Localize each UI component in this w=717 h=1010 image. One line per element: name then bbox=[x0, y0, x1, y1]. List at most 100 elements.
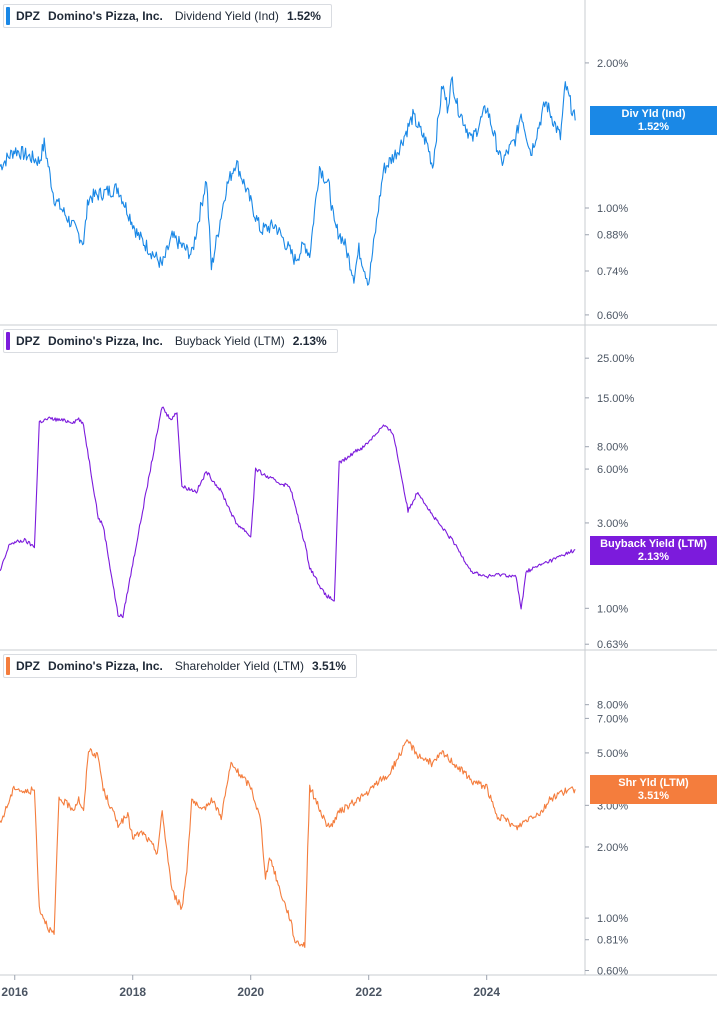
data-point bbox=[186, 869, 188, 871]
data-point bbox=[559, 791, 561, 793]
tag-value: 3.51% bbox=[637, 790, 670, 803]
data-point bbox=[48, 417, 50, 419]
data-point bbox=[441, 752, 443, 754]
data-point bbox=[33, 546, 35, 548]
data-point bbox=[353, 451, 355, 453]
data-point bbox=[82, 811, 84, 813]
data-point bbox=[431, 165, 433, 167]
data-point bbox=[14, 785, 16, 787]
data-point bbox=[289, 917, 291, 919]
data-point bbox=[574, 548, 576, 550]
series-line-2 bbox=[0, 739, 576, 948]
data-point bbox=[73, 421, 75, 423]
data-point bbox=[377, 780, 379, 782]
data-point bbox=[554, 557, 556, 559]
y-tick-label: 0.88% bbox=[597, 230, 628, 242]
legend-buyback-yield[interactable]: DPZ Domino's Pizza, Inc. Buyback Yield (… bbox=[3, 329, 338, 353]
data-point bbox=[235, 160, 237, 162]
legend-metric: Buyback Yield (LTM) bbox=[174, 334, 285, 348]
y-tick-label: 6.00% bbox=[597, 464, 628, 476]
data-point bbox=[289, 485, 291, 487]
data-point bbox=[417, 754, 419, 756]
data-point bbox=[0, 571, 1, 573]
x-tick-label: 2018 bbox=[119, 985, 146, 999]
data-point bbox=[525, 571, 527, 573]
data-point bbox=[304, 542, 306, 544]
data-point bbox=[14, 149, 16, 151]
data-point bbox=[23, 791, 25, 793]
data-point bbox=[294, 940, 296, 942]
data-point bbox=[87, 748, 89, 750]
data-point bbox=[431, 763, 433, 765]
data-point bbox=[53, 197, 55, 199]
data-point bbox=[82, 241, 84, 243]
series-line-1 bbox=[0, 406, 576, 619]
y-tick-label: 1.00% bbox=[597, 203, 628, 215]
data-point bbox=[264, 875, 266, 877]
data-point bbox=[540, 811, 542, 813]
data-point bbox=[0, 823, 1, 825]
data-point bbox=[48, 928, 50, 930]
legend-value: 3.51% bbox=[312, 659, 347, 673]
y-tick-label: 0.81% bbox=[597, 935, 628, 947]
data-point bbox=[264, 475, 266, 477]
data-point bbox=[574, 119, 576, 121]
x-tick-label: 2020 bbox=[237, 985, 264, 999]
data-point bbox=[181, 485, 183, 487]
data-point bbox=[441, 527, 443, 529]
data-point bbox=[328, 187, 330, 189]
legend-shareholder-yield[interactable]: DPZ Domino's Pizza, Inc. Shareholder Yie… bbox=[3, 654, 358, 678]
data-point bbox=[358, 248, 360, 250]
data-point bbox=[431, 514, 433, 516]
data-point bbox=[102, 788, 104, 790]
tag-label: Shr Yld (LTM) bbox=[618, 777, 689, 790]
data-point bbox=[210, 798, 212, 800]
y-tick-label: 1.00% bbox=[597, 913, 628, 925]
data-point bbox=[200, 811, 202, 813]
data-point bbox=[382, 424, 384, 426]
legend-value: 2.13% bbox=[292, 334, 327, 348]
data-point bbox=[38, 421, 40, 423]
legend-metric: Shareholder Yield (LTM) bbox=[174, 659, 305, 673]
data-point bbox=[515, 136, 517, 138]
data-point bbox=[38, 907, 40, 909]
current-value-tag-buyback: Buyback Yield (LTM) 2.13% bbox=[590, 535, 717, 565]
data-point bbox=[500, 162, 502, 164]
current-value-tag-shareholder: Shr Yld (LTM) 3.51% bbox=[590, 775, 717, 805]
data-point bbox=[254, 468, 256, 470]
data-point bbox=[73, 808, 75, 810]
data-point bbox=[240, 775, 242, 777]
data-point bbox=[353, 276, 355, 278]
data-point bbox=[117, 614, 119, 616]
data-point bbox=[97, 517, 99, 519]
data-point bbox=[338, 462, 340, 464]
data-point bbox=[392, 432, 394, 434]
y-tick-label: 8.00% bbox=[597, 442, 628, 454]
legend-value: 1.52% bbox=[286, 9, 321, 23]
data-point bbox=[23, 539, 25, 541]
data-point bbox=[82, 424, 84, 426]
data-point bbox=[338, 811, 340, 813]
data-point bbox=[348, 804, 350, 806]
data-point bbox=[210, 267, 212, 269]
tag-value: 1.52% bbox=[637, 121, 670, 134]
data-point bbox=[309, 254, 311, 256]
data-point bbox=[515, 576, 517, 578]
data-point bbox=[294, 259, 296, 261]
data-point bbox=[161, 264, 163, 266]
data-point bbox=[9, 542, 11, 544]
data-point bbox=[382, 169, 384, 171]
data-point bbox=[191, 798, 193, 800]
y-tick-label: 0.60% bbox=[597, 966, 628, 978]
tag-value: 2.13% bbox=[637, 550, 670, 563]
data-point bbox=[515, 827, 517, 829]
y-tick-label: 25.00% bbox=[597, 353, 635, 365]
data-point bbox=[309, 566, 311, 568]
data-point bbox=[328, 827, 330, 829]
legend-ticker: DPZ bbox=[16, 9, 40, 23]
data-point bbox=[368, 791, 370, 793]
legend-dividend-yield[interactable]: DPZ Domino's Pizza, Inc. Dividend Yield … bbox=[3, 4, 332, 28]
data-point bbox=[102, 524, 104, 526]
data-point bbox=[397, 756, 399, 758]
